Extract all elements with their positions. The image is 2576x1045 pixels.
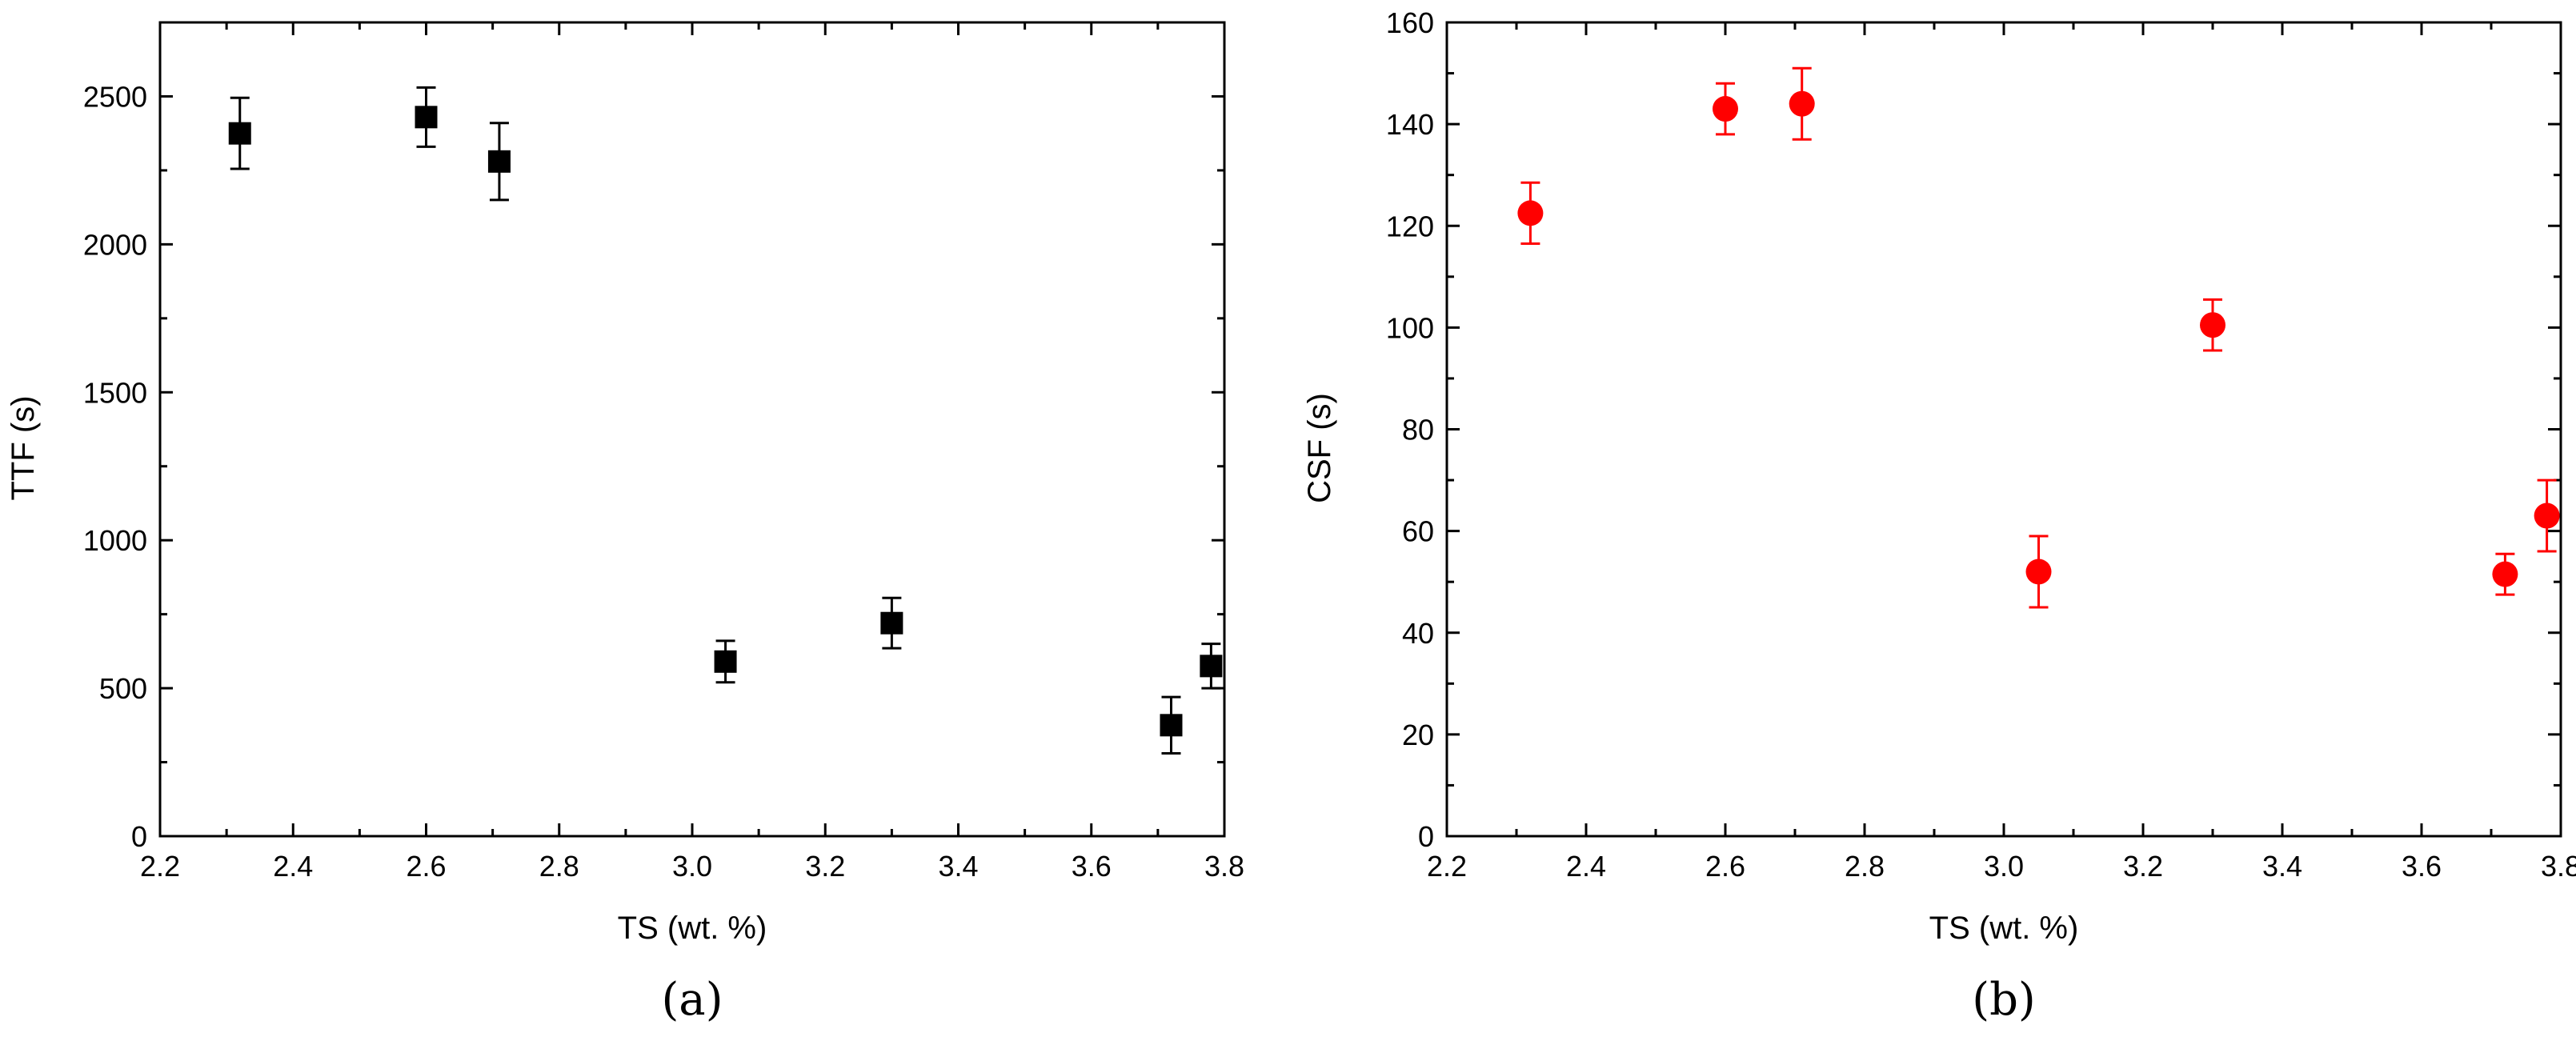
- chart-a-y-tick-label: 2000: [83, 228, 147, 261]
- chart-b-x-axis-label: TS (wt. %): [1929, 911, 2079, 946]
- chart-b-y-tick-label: 100: [1386, 311, 1434, 344]
- chart-a-data-point: [880, 611, 903, 635]
- chart-b-y-tick-label: 160: [1386, 6, 1434, 39]
- chart-b-x-tick-label: 3.6: [2402, 850, 2442, 883]
- chart-b-plot-frame: [1445, 21, 2562, 838]
- chart-b-x-tick-label: 2.8: [1845, 850, 1885, 883]
- chart-a-data-point: [228, 122, 251, 145]
- chart-a-x-tick-label: 3.0: [672, 850, 712, 883]
- chart-a-x-tick-label: 2.8: [539, 850, 579, 883]
- chart-a-x-tick-label: 3.6: [1072, 850, 1112, 883]
- chart-b-y-tick-label: 140: [1386, 108, 1434, 141]
- chart-a-y-tick-label: 500: [99, 672, 147, 705]
- chart-b-y-axis-label: CSF (s): [1302, 393, 1337, 503]
- chart-b-x-tick-label: 3.0: [1984, 850, 2024, 883]
- chart-a-y-tick-label: 1500: [83, 376, 147, 409]
- chart-a-data-point: [1200, 655, 1223, 678]
- chart-a-x-tick-label: 2.2: [140, 850, 180, 883]
- chart-b-y-tick-label: 60: [1402, 515, 1434, 548]
- chart-b-x-tick-label: 3.8: [2541, 850, 2576, 883]
- chart-a-x-tick-label: 2.6: [406, 850, 446, 883]
- chart-a: 2.2 2.4 2.6 2.8 3.0 3.2 3.4 3.6 3.8 0 500 1000 1500 2…: [6, 21, 1244, 1026]
- chart-a-y-tick-label: 1000: [83, 524, 147, 557]
- chart-a-data-point: [415, 106, 438, 129]
- chart-b-data-point: [2492, 561, 2518, 587]
- chart-a-data-point: [714, 650, 737, 673]
- chart-b-y-tick-label: 80: [1402, 414, 1434, 446]
- chart-a-x-tick-label: 2.4: [273, 850, 313, 883]
- chart-b-x-tick-label: 3.2: [2123, 850, 2163, 883]
- chart-a-x-axis-label: TS (wt. %): [618, 911, 767, 946]
- chart-b-y-tick-label: 0: [1418, 820, 1434, 853]
- chart-b-panel-label: (b): [1972, 974, 2036, 1026]
- chart-a-x-tick-label: 3.2: [805, 850, 845, 883]
- chart-b-x-tick-label: 2.2: [1427, 850, 1467, 883]
- chart-b-data-point: [1789, 90, 1815, 117]
- chart-b: 2.2 2.4 2.6 2.8 3.0 3.2 3.4 3.6 3.8 0 20 40 60 80 100 1…: [1302, 6, 2576, 1026]
- chart-a-x-tick-label: 3.4: [938, 850, 978, 883]
- chart-b-x-tick-label: 2.6: [1705, 850, 1745, 883]
- chart-b-data-point: [1713, 96, 1738, 122]
- chart-a-data-point: [1160, 714, 1183, 737]
- chart-a-y-tick-label: 0: [131, 820, 147, 853]
- chart-b-y-tick-label: 20: [1402, 719, 1434, 751]
- chart-b-x-tick-label: 3.4: [2262, 850, 2302, 883]
- chart-b-y-tick-label: 120: [1386, 210, 1434, 242]
- chart-a-plot-frame: [158, 21, 1226, 838]
- chart-b-data-point: [2200, 312, 2225, 338]
- chart-a-panel-label: (a): [661, 974, 723, 1026]
- chart-a-data-point: [487, 150, 511, 173]
- chart-a-x-tick-label: 3.8: [1204, 850, 1244, 883]
- chart-b-data-point: [1517, 200, 1544, 226]
- chart-b-data-point: [2025, 559, 2052, 585]
- chart-b-y-tick-label: 40: [1402, 617, 1434, 650]
- chart-b-data-point: [2534, 502, 2560, 529]
- chart-a-y-tick-label: 2500: [83, 80, 147, 113]
- chart-b-x-tick-label: 2.4: [1566, 850, 1606, 883]
- chart-a-y-axis-label: TTF (s): [6, 395, 41, 500]
